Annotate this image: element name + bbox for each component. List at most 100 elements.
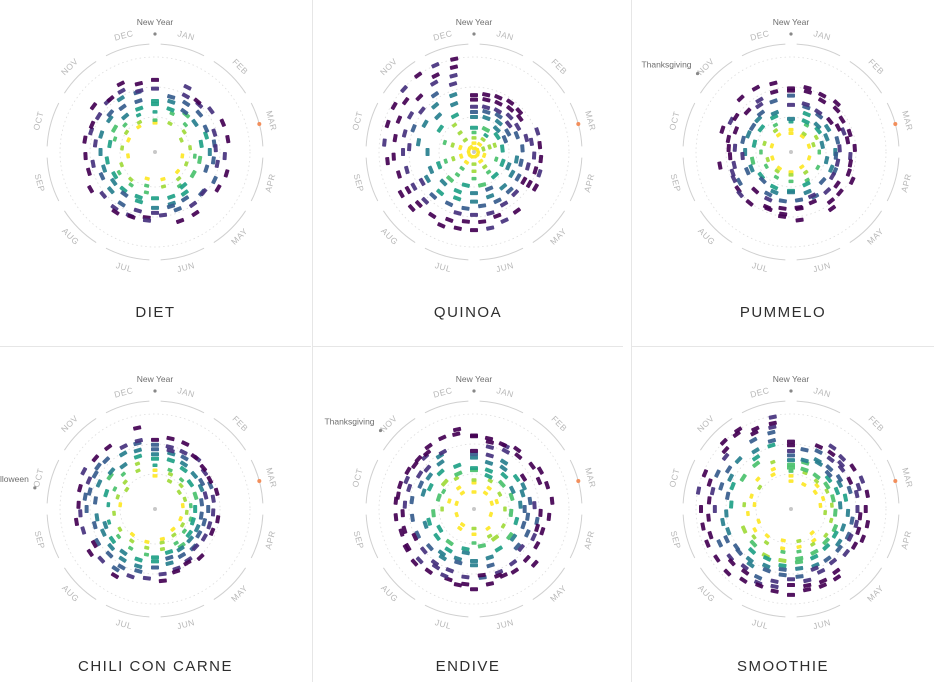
data-tile <box>470 212 478 217</box>
month-ring-segment <box>849 210 882 243</box>
data-tile <box>508 492 515 502</box>
data-tile <box>800 447 809 453</box>
data-tile <box>207 148 212 156</box>
data-tile <box>461 574 470 580</box>
event-label: Thanksgiving <box>641 60 691 70</box>
data-tile <box>385 156 390 166</box>
data-tile <box>757 171 765 180</box>
data-tile <box>748 547 757 555</box>
month-ring-segment <box>160 604 205 618</box>
data-tile <box>819 140 825 150</box>
data-tile <box>128 176 134 182</box>
data-tile <box>484 185 494 192</box>
month-ring-segment <box>424 400 469 414</box>
data-tile <box>508 169 516 179</box>
data-tile <box>736 190 744 199</box>
data-tile <box>799 164 805 170</box>
data-tile <box>471 136 477 140</box>
data-tile <box>176 489 182 496</box>
month-ring-segment <box>741 604 786 618</box>
data-tile <box>740 525 748 534</box>
data-tile <box>396 170 402 179</box>
data-tile <box>499 458 509 466</box>
data-tile <box>445 538 454 547</box>
data-tile <box>769 89 779 95</box>
data-tile <box>828 443 837 451</box>
data-tile <box>144 176 150 181</box>
data-tile <box>111 208 120 216</box>
data-tile <box>513 130 520 140</box>
month-ring-segment <box>424 43 469 57</box>
data-tile <box>430 559 440 567</box>
data-tile <box>753 573 763 581</box>
data-tile <box>492 125 501 134</box>
data-tile <box>823 481 831 490</box>
data-tile <box>723 568 732 577</box>
data-tile <box>437 549 447 557</box>
data-tile <box>794 559 804 565</box>
data-tile <box>219 118 226 127</box>
month-ring-segment <box>700 210 733 243</box>
data-tile <box>779 546 786 551</box>
data-tile <box>151 565 159 570</box>
data-tile <box>181 129 187 135</box>
center-dot <box>789 507 793 511</box>
month-label: AUG <box>379 226 400 247</box>
data-tile <box>530 532 537 542</box>
data-tile <box>823 187 832 195</box>
data-tile <box>467 144 474 150</box>
data-tile <box>134 438 144 444</box>
data-tile <box>494 572 503 579</box>
data-tile <box>166 203 176 210</box>
data-tile <box>778 567 787 572</box>
data-tiles <box>393 426 555 592</box>
data-tile <box>470 104 478 109</box>
guide-circle <box>89 443 221 575</box>
data-tile <box>426 517 433 526</box>
data-tile <box>770 459 776 465</box>
data-tile <box>508 508 514 518</box>
data-tile <box>126 137 131 143</box>
data-tile <box>740 563 749 571</box>
data-tile <box>166 94 176 100</box>
data-tile <box>492 142 497 148</box>
data-tile <box>770 188 779 196</box>
data-tile <box>124 486 130 493</box>
event-marker-dot <box>695 71 700 76</box>
data-tile <box>518 158 524 167</box>
data-tile <box>101 164 108 173</box>
data-tile <box>757 124 766 133</box>
data-tile <box>118 450 128 458</box>
data-tile <box>431 101 440 110</box>
data-tile <box>840 127 847 136</box>
data-tile <box>461 219 471 224</box>
data-tile <box>200 468 209 477</box>
data-tile <box>198 139 204 149</box>
panel-endive: JAN FEB MAR APR MAY JUN JUL AUG SEP OCT NOV DEC New … <box>312 347 623 682</box>
data-tile <box>699 505 704 513</box>
data-tile <box>537 140 543 150</box>
data-tile <box>788 479 794 483</box>
month-ring-segment <box>532 61 565 94</box>
data-tile <box>98 172 106 181</box>
data-tile <box>183 84 192 91</box>
data-tile <box>471 162 477 166</box>
data-tile <box>769 143 775 149</box>
data-tile <box>768 414 777 420</box>
data-tile <box>210 156 216 165</box>
data-tile <box>470 558 478 563</box>
data-tile <box>404 466 412 476</box>
data-tile <box>822 543 831 551</box>
data-tile <box>451 122 458 128</box>
data-tile <box>504 128 512 137</box>
data-tile <box>824 123 832 133</box>
data-tile <box>732 126 739 135</box>
data-tile <box>755 582 764 589</box>
data-tile <box>167 471 174 477</box>
data-tile <box>152 118 158 122</box>
data-tile <box>706 513 711 522</box>
data-tile <box>770 588 779 594</box>
data-tile <box>803 122 810 128</box>
data-tile <box>757 484 763 491</box>
data-tile <box>848 176 856 185</box>
